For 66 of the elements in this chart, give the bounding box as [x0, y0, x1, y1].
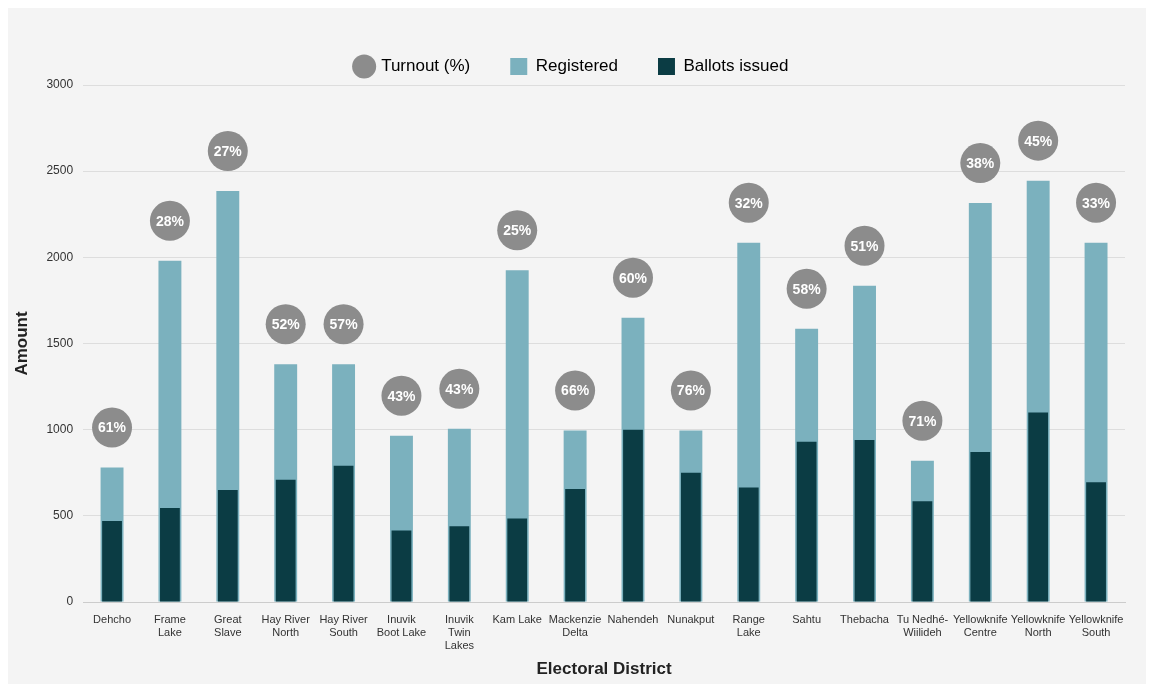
bar	[738, 487, 759, 602]
annotation: 71%	[908, 412, 937, 429]
y-tick-label: 1500	[46, 335, 74, 350]
y-tick-label: 500	[53, 508, 74, 523]
x-tick-label: Dehcho	[93, 612, 131, 625]
x-tick-label: Yellowknife North	[1010, 612, 1066, 638]
annotation: 32%	[734, 194, 764, 211]
bar	[565, 489, 585, 602]
legend-label: Turnout (%)	[381, 56, 471, 76]
x-tick-label: Frame Lake	[154, 612, 186, 638]
bar	[333, 465, 354, 602]
bar	[854, 440, 875, 602]
legend-label: Ballots issued	[683, 56, 789, 76]
x-tick-label: Mackenzie Delta	[548, 612, 602, 638]
bar	[449, 526, 470, 602]
y-tick-label: 2000	[46, 249, 74, 264]
bar	[970, 452, 991, 602]
y-tick-label: 1000	[46, 421, 74, 436]
annotation: 43%	[387, 387, 417, 404]
annotation: 61%	[98, 419, 127, 436]
x-tick-label: Hay River South	[319, 612, 369, 638]
bar	[160, 508, 180, 602]
annotation: 52%	[271, 316, 301, 333]
y-tick-label: 2500	[46, 163, 74, 178]
annotation: 76%	[676, 382, 706, 399]
x-tick-label: Yellowknife Centre	[952, 612, 1008, 638]
x-tick-label: Yellowknife South	[1068, 612, 1124, 638]
x-tick-label: Thebacha	[840, 612, 890, 625]
annotation: 27%	[213, 142, 243, 159]
x-tick-label: Nahendeh	[607, 612, 659, 625]
bar	[1028, 412, 1049, 602]
y-tick-label: 3000	[46, 77, 74, 92]
annotation: 51%	[850, 237, 880, 254]
annotation: 60%	[618, 269, 648, 286]
x-tick-label: Sahtu	[792, 612, 822, 625]
x-tick-label: Great Slave	[214, 612, 242, 638]
y-tick-label: 0	[66, 594, 74, 609]
bar	[391, 530, 412, 602]
y-axis-title: Amount	[11, 311, 31, 376]
bar	[912, 501, 933, 602]
bar	[102, 521, 122, 602]
x-tick-label: Kam Lake	[492, 612, 542, 625]
bar	[796, 441, 817, 602]
bar	[275, 479, 296, 602]
x-tick-label: Tu Nedhé-Wiilideh	[896, 612, 949, 638]
annotation: 33%	[1082, 194, 1111, 211]
bar	[623, 429, 643, 602]
annotation: 45%	[1024, 132, 1053, 149]
annotation: 66%	[561, 382, 590, 399]
x-tick-label: Range Lake	[732, 612, 765, 638]
annotation: 43%	[445, 380, 474, 397]
bar	[680, 472, 701, 602]
x-tick-label: Hay River North	[261, 612, 311, 638]
bar	[1086, 482, 1106, 602]
annotation: 28%	[155, 212, 185, 229]
annotation: 38%	[966, 154, 995, 171]
legend-label: Registered	[535, 56, 618, 76]
bar	[217, 489, 238, 602]
annotation: 58%	[792, 280, 822, 297]
x-tick-label: Nunakput	[667, 612, 715, 625]
annotation: 25%	[503, 222, 532, 239]
x-axis-title: Electoral District	[536, 659, 672, 679]
bar	[507, 518, 528, 602]
x-tick-label: Inuvik Twin Lakes	[444, 612, 475, 652]
x-tick-label: Inuvik Boot Lake	[376, 612, 427, 638]
annotation: 57%	[329, 316, 359, 333]
